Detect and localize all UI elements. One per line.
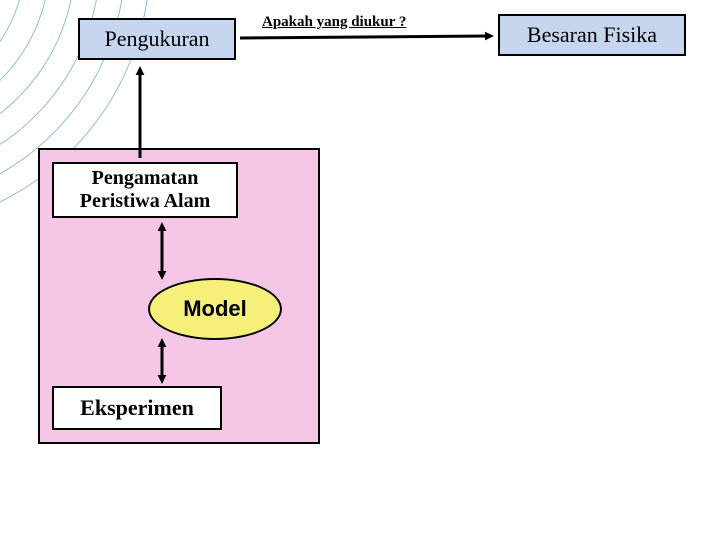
pengamatan-to-pengukuran xyxy=(136,66,145,158)
model-eksperimen xyxy=(158,338,167,384)
pengamatan-model xyxy=(158,222,167,280)
pengukuran-to-besaran xyxy=(240,32,494,41)
arrows-layer xyxy=(0,0,720,540)
